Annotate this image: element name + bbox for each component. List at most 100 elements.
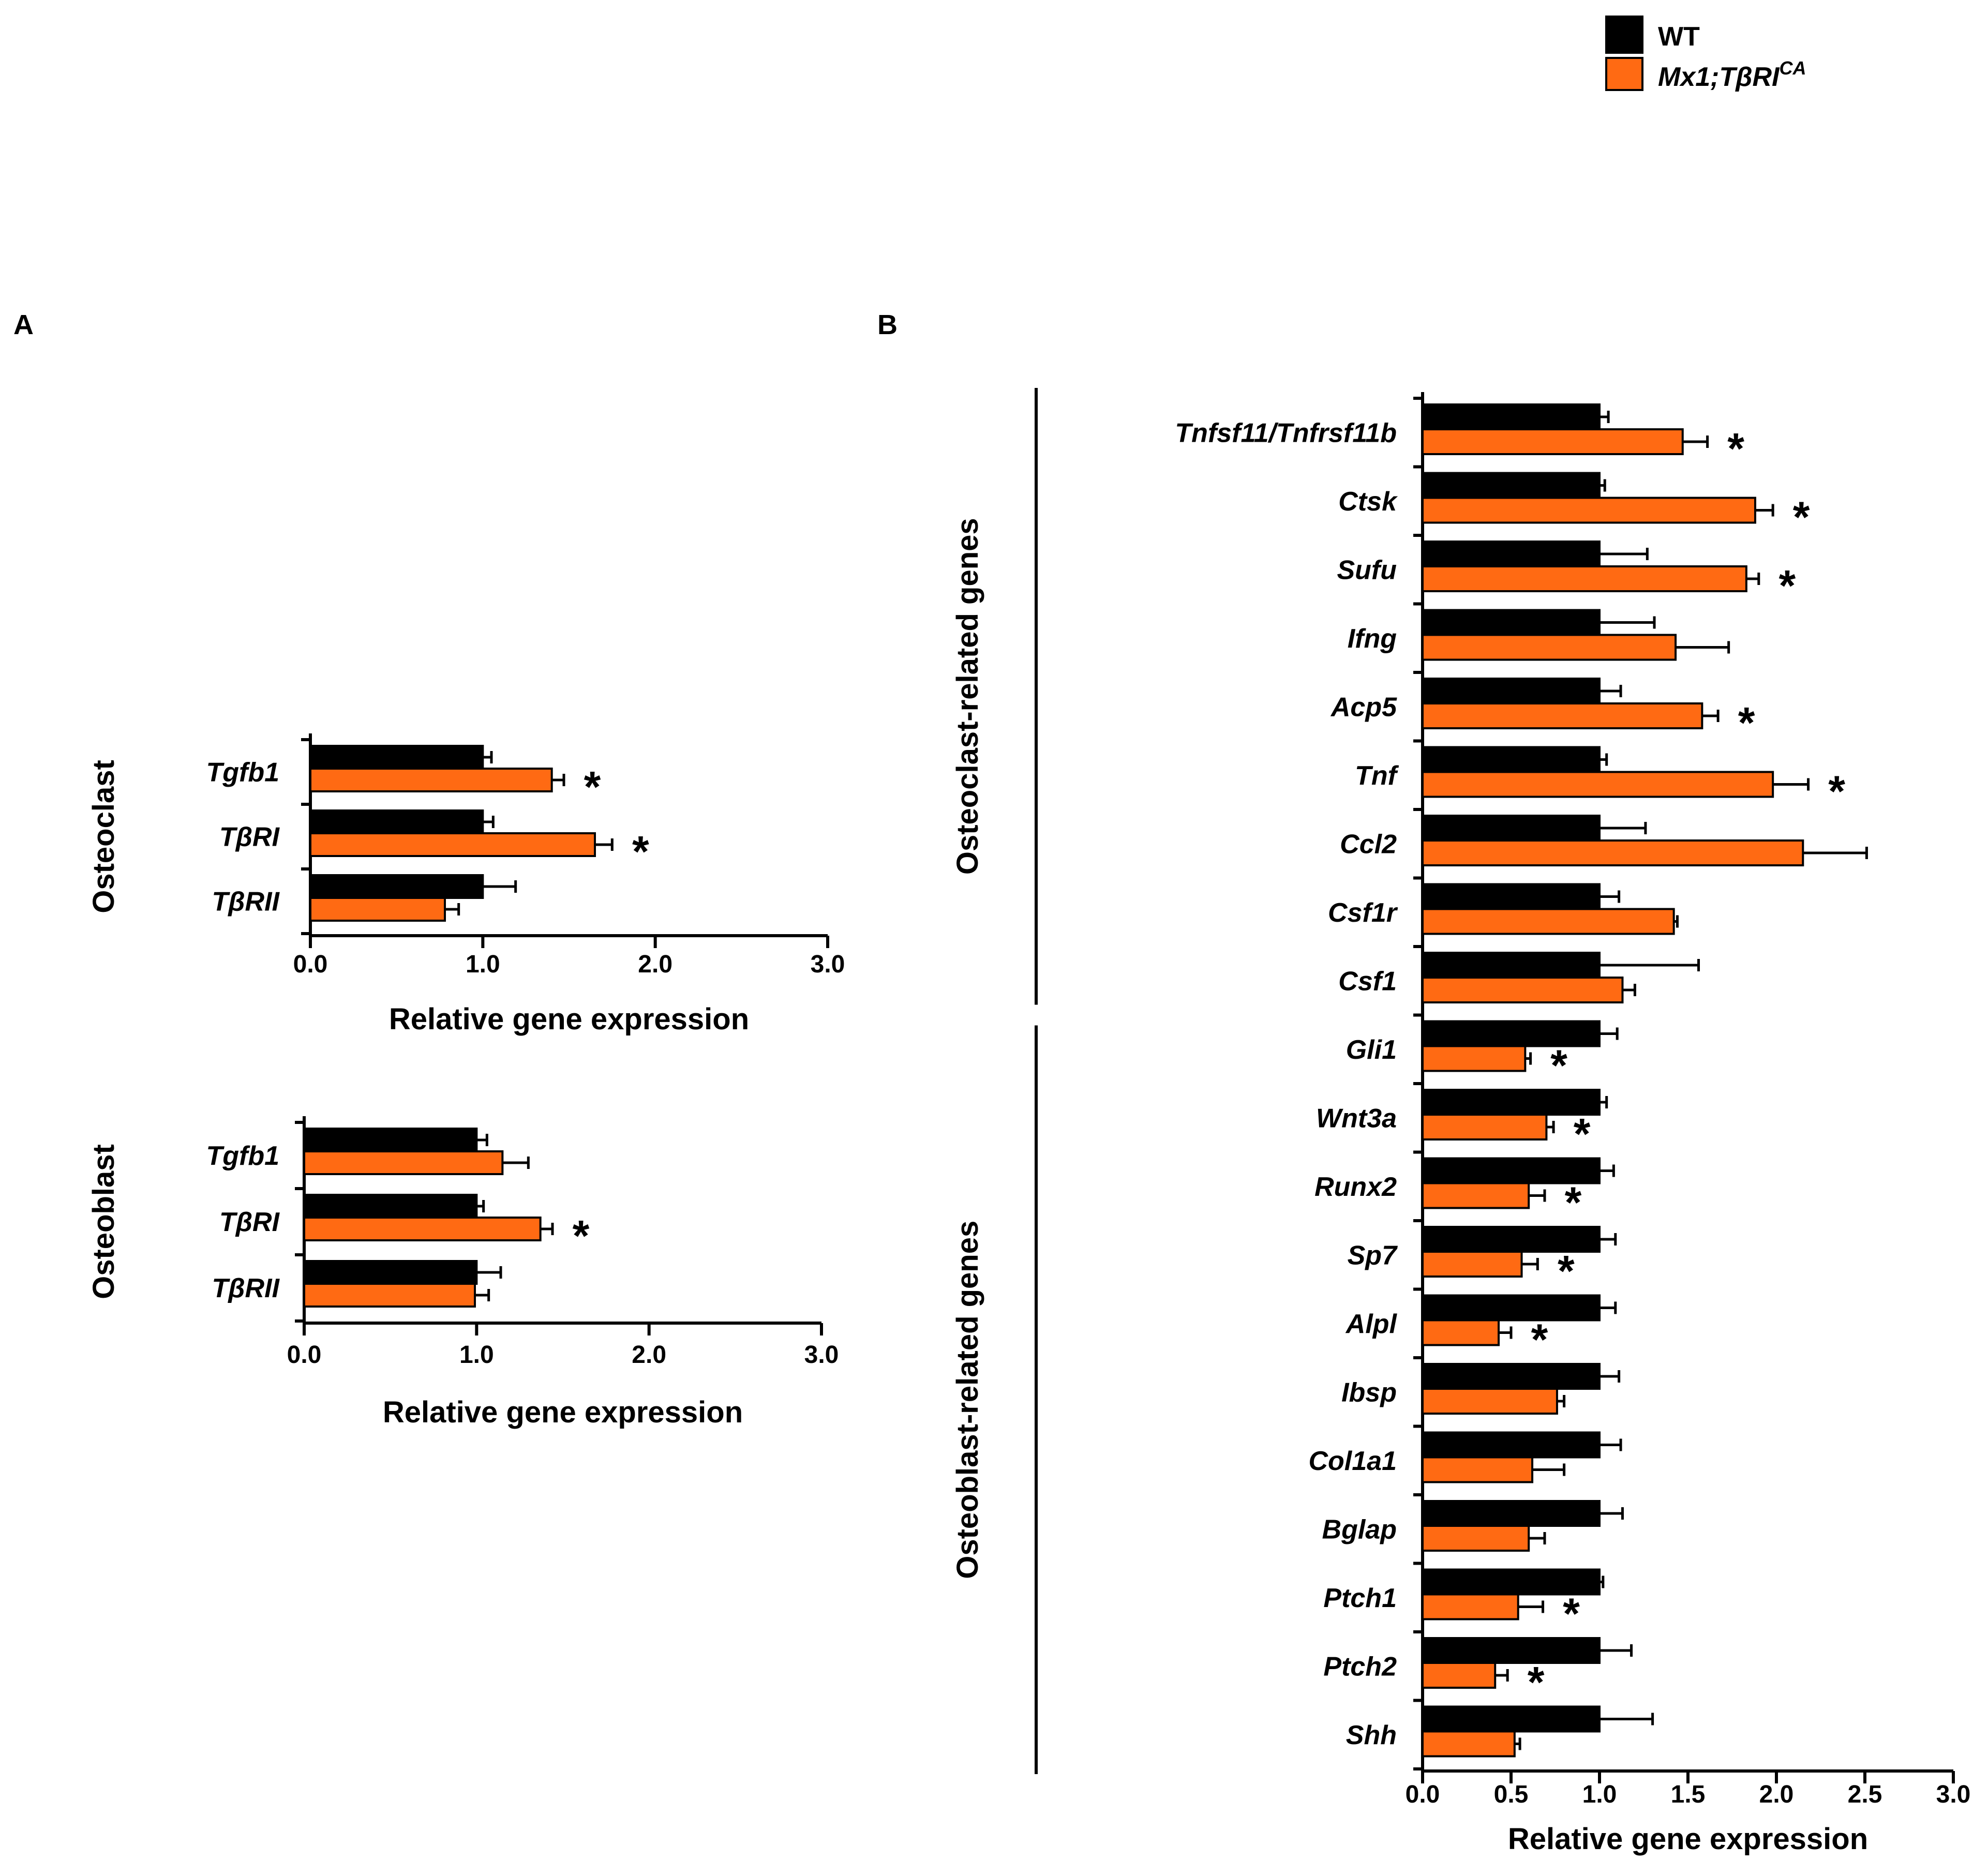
x-tick-label-2-0: 2.0 (638, 951, 672, 978)
bar-wt-ctsk (1422, 472, 1601, 499)
bar-wt-runx2 (1422, 1157, 1601, 1184)
bar-wt-tgfb1 (303, 1128, 478, 1152)
category-label-bglap: Bglap (1322, 1514, 1397, 1544)
category-label-sufu: Sufu (1337, 555, 1397, 585)
category-label-t-rii: TβRII (212, 1273, 280, 1303)
category-label-tnfsf11-tnfrsf11b: Tnfsf11/Tnfrsf11b (1175, 418, 1397, 448)
bar-mutant-tgfb1 (303, 1150, 504, 1175)
bar-mutant-col1a1 (1422, 1456, 1534, 1483)
panel-label-a: A (13, 309, 34, 340)
significance-star-sufu: * (1778, 561, 1796, 610)
bar-wt-ccl2 (1422, 815, 1601, 842)
group-label-osteoclast-related-genes: Osteoclast-related genes (951, 518, 984, 875)
x-tick-label-2-5: 2.5 (1848, 1781, 1882, 1808)
bar-wt-bglap (1422, 1500, 1601, 1527)
category-label-shh: Shh (1346, 1720, 1397, 1750)
bar-mutant-alpl (1422, 1319, 1500, 1346)
legend-label-mutant-main: Mx1;TβRI (1658, 62, 1780, 92)
group-label-osteoblast-related-genes: Osteoblast-related genes (951, 1221, 984, 1579)
bar-wt-t-ri (309, 809, 484, 834)
significance-star-acp5: * (1738, 698, 1755, 747)
bar-wt-ptch2 (1422, 1637, 1601, 1664)
x-tick-label-1-0: 1.0 (466, 951, 500, 978)
category-label-acp5: Acp5 (1330, 692, 1397, 722)
legend: WT Mx1;TβRICA (1605, 16, 1806, 92)
category-label-wnt3a: Wnt3a (1316, 1103, 1397, 1133)
category-label-t-ri: TβRI (219, 822, 280, 852)
bar-mutant-t-rii (309, 897, 446, 922)
bar-mutant-sufu (1422, 565, 1747, 592)
bar-wt-ptch1 (1422, 1568, 1601, 1596)
x-tick-label-2-0: 2.0 (1759, 1781, 1794, 1808)
legend-swatch-wt (1605, 16, 1643, 54)
bar-mutant-ptch1 (1422, 1593, 1519, 1620)
significance-star-t-ri: * (573, 1211, 590, 1260)
bar-wt-t-rii (303, 1260, 478, 1285)
significance-star-sp7: * (1558, 1247, 1575, 1295)
significance-star-tgfb1: * (584, 762, 601, 811)
category-label-sp7: Sp7 (1348, 1240, 1398, 1270)
significance-star-ptch1: * (1563, 1589, 1580, 1638)
bar-wt-sp7 (1422, 1226, 1601, 1253)
chart-osteoblast: 0.0 1.0 2.0 3.0 Relative gene expression Tgfb… (87, 1116, 839, 1429)
x-tick-label-0-5: 0.5 (1494, 1781, 1529, 1808)
x-axis-title: Relative gene expression (389, 1002, 749, 1036)
category-label-ibsp: Ibsp (1341, 1377, 1397, 1407)
category-label-tgfb1: Tgfb1 (206, 758, 279, 788)
bar-mutant-t-ri (309, 832, 596, 857)
bar-mutant-tgfb1 (309, 768, 553, 792)
category-label-ptch1: Ptch1 (1323, 1583, 1397, 1613)
bar-mutant-t-rii (303, 1283, 476, 1308)
x-tick-label-3-0: 3.0 (1936, 1781, 1971, 1808)
category-label-csf1: Csf1 (1338, 966, 1397, 996)
chart-panel-b: 0.0 0.5 1.0 1.5 2.0 2.5 3.0 Relative gene expre… (951, 388, 1970, 1856)
bar-mutant-ptch2 (1422, 1662, 1497, 1689)
x-tick-label-1-5: 1.5 (1671, 1781, 1706, 1808)
bar-wt-t-rii (309, 874, 484, 899)
bar-wt-tnf (1422, 746, 1601, 773)
legend-label-wt: WT (1658, 22, 1700, 52)
bar-mutant-tnfsf11-tnfrsf11b (1422, 428, 1684, 455)
bar-wt-acp5 (1422, 678, 1601, 704)
x-axis-title: Relative gene expression (383, 1395, 743, 1429)
legend-swatch-mutant (1605, 57, 1643, 91)
legend-label-mutant-sup: CA (1780, 57, 1806, 79)
bar-mutant-csf1r (1422, 908, 1675, 935)
bar-mutant-ctsk (1422, 497, 1756, 524)
bar-wt-tgfb1 (309, 745, 484, 770)
bar-wt-alpl (1422, 1294, 1601, 1322)
chart-osteoclast: 0.0 1.0 2.0 3.0 Relative gene expression Tgfb… (87, 733, 845, 1036)
significance-star-gli1: * (1550, 1041, 1567, 1090)
legend-label-mutant: Mx1;TβRICA (1658, 57, 1806, 92)
bar-mutant-wnt3a (1422, 1114, 1548, 1140)
x-tick-label-3-0: 3.0 (811, 951, 845, 978)
category-label-ptch2: Ptch2 (1323, 1652, 1397, 1682)
significance-star-tnfsf11-tnfrsf11b: * (1727, 424, 1744, 473)
bar-wt-t-ri (303, 1194, 478, 1219)
category-label-tnf: Tnf (1355, 761, 1399, 791)
significance-star-ptch2: * (1528, 1658, 1545, 1706)
significance-star-alpl: * (1531, 1315, 1548, 1364)
x-tick-label-2-0: 2.0 (632, 1341, 666, 1369)
bar-wt-ibsp (1422, 1363, 1601, 1390)
category-label-alpl: Alpl (1345, 1309, 1398, 1339)
significance-star-runx2: * (1565, 1178, 1582, 1227)
group-label-osteoclast: Osteoclast (87, 760, 121, 913)
bar-mutant-shh (1422, 1730, 1516, 1758)
x-tick-label-0-0: 0.0 (287, 1341, 322, 1369)
bar-mutant-csf1 (1422, 977, 1624, 1003)
category-label-runx2: Runx2 (1314, 1172, 1397, 1202)
significance-star-t-ri: * (632, 827, 649, 876)
bar-wt-gli1 (1422, 1020, 1601, 1047)
bar-mutant-acp5 (1422, 702, 1703, 729)
bar-mutant-tnf (1422, 771, 1774, 798)
category-label-csf1r: Csf1r (1328, 898, 1398, 928)
bar-mutant-ccl2 (1422, 839, 1804, 866)
bar-mutant-gli1 (1422, 1045, 1527, 1072)
panel-label-b: B (877, 309, 898, 340)
significance-star-wnt3a: * (1574, 1109, 1591, 1158)
bar-wt-csf1r (1422, 883, 1601, 910)
category-label-col1a1: Col1a1 (1308, 1446, 1397, 1476)
bar-mutant-t-ri (303, 1217, 542, 1241)
